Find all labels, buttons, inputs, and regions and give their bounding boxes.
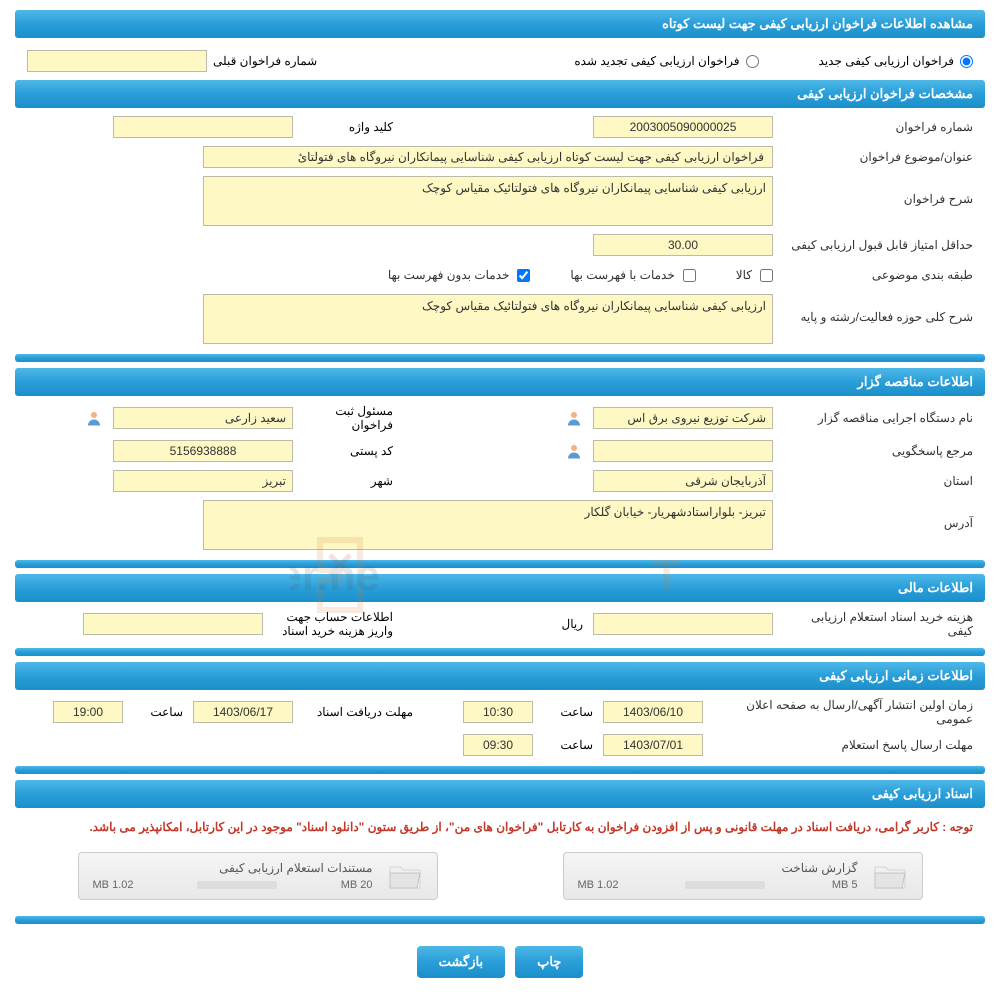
file2-max: 20 MB [341, 879, 373, 891]
file-row: گزارش شناخت 5 MB 1.02 MB مستندات استعلام… [15, 842, 985, 910]
withoutlist-checkbox[interactable] [517, 269, 530, 282]
city-label: شهر [303, 474, 433, 488]
receive-deadline-label: مهلت دریافت اسناد [303, 705, 413, 719]
print-button[interactable]: چاپ [515, 946, 583, 978]
exec-org-input[interactable] [593, 407, 773, 429]
call-number-input[interactable] [593, 116, 773, 138]
account-info-input[interactable] [83, 613, 263, 635]
account-info-label: اطلاعات حساب جهت واریز هزینه خرید اسناد [273, 610, 433, 638]
button-row: چاپ بازگشت [15, 930, 985, 994]
city-input[interactable] [113, 470, 293, 492]
file2-progress [197, 881, 277, 889]
file1-size: 1.02 MB [578, 879, 619, 891]
folder-icon [872, 861, 908, 891]
spacer-bar-3 [15, 648, 985, 656]
responder-input[interactable] [593, 440, 773, 462]
call-desc-label: شرح فراخوان [783, 176, 973, 206]
response-date-input[interactable] [603, 734, 703, 756]
reg-officer-input[interactable] [113, 407, 293, 429]
address-label: آدرس [783, 500, 973, 530]
spacer-bar-1 [15, 354, 985, 362]
file1-title: گزارش شناخت [578, 861, 858, 875]
folder-icon-2 [387, 861, 423, 891]
rial-label: ریال [561, 617, 583, 631]
withoutlist-checkbox-wrap[interactable]: خدمات بدون فهرست بها [388, 264, 531, 286]
back-button[interactable]: بازگشت [417, 946, 505, 978]
radio-new-label: فراخوان ارزیابی کیفی جدید [819, 54, 954, 68]
file2-title: مستندات استعلام ارزیابی کیفی [93, 861, 373, 875]
notice-text: توجه : کاربر گرامی، دریافت اسناد در مهلت… [15, 812, 985, 842]
withlist-checkbox-wrap[interactable]: خدمات با فهرست بها [570, 264, 695, 286]
min-score-label: حداقل امتیاز قابل قبول ارزیابی کیفی [783, 238, 973, 252]
file2-size: 1.02 MB [93, 879, 134, 891]
spacer-bar-5 [15, 916, 985, 924]
call-subject-input[interactable] [203, 146, 773, 168]
saat-label-2: ساعت [133, 705, 183, 719]
receive-time-input[interactable] [53, 701, 123, 723]
goods-label: کالا [736, 268, 752, 282]
goods-checkbox[interactable] [760, 269, 773, 282]
file-box-1[interactable]: گزارش شناخت 5 MB 1.02 MB [563, 852, 923, 900]
file-box-2[interactable]: مستندات استعلام ارزیابی کیفی 20 MB 1.02 … [78, 852, 438, 900]
first-pub-time-input[interactable] [463, 701, 533, 723]
responder-label: مرجع پاسخگویی [783, 444, 973, 458]
main-header: مشاهده اطلاعات فراخوان ارزیابی کیفی جهت … [15, 10, 985, 38]
radio-renewed-label: فراخوان ارزیابی کیفی تجدید شده [574, 54, 739, 68]
spacer-bar-4 [15, 766, 985, 774]
spacer-bar-2 [15, 560, 985, 568]
reg-officer-label: مسئول ثبت فراخوان [303, 404, 433, 432]
file1-progress [685, 881, 765, 889]
timing-header: اطلاعات زمانی ارزیابی کیفی [15, 662, 985, 690]
keyword-input[interactable] [113, 116, 293, 138]
category-label: طبقه بندی موضوعی [783, 268, 973, 282]
province-input[interactable] [593, 470, 773, 492]
user-icon-3 [565, 442, 583, 460]
response-time-input[interactable] [463, 734, 533, 756]
goods-checkbox-wrap[interactable]: کالا [736, 264, 773, 286]
saat-label-3: ساعت [543, 738, 593, 752]
radio-row: فراخوان ارزیابی کیفی جدید فراخوان ارزیاب… [15, 42, 985, 80]
min-score-input[interactable] [593, 234, 773, 256]
withlist-checkbox[interactable] [683, 269, 696, 282]
address-textarea[interactable] [203, 500, 773, 550]
radio-renewed-eval[interactable]: فراخوان ارزیابی کیفی تجدید شده [574, 54, 758, 68]
radio-renewed-input[interactable] [746, 55, 759, 68]
province-label: استان [783, 474, 973, 488]
docs-header: اسناد ارزیابی کیفی [15, 780, 985, 808]
prev-number-input[interactable] [27, 50, 207, 72]
withlist-label: خدمات با فهرست بها [570, 268, 674, 282]
receive-date-input[interactable] [193, 701, 293, 723]
call-number-label: شماره فراخوان [783, 120, 973, 134]
scope-desc-label: شرح کلی حوزه فعالیت/رشته و پایه [783, 294, 973, 324]
purchase-cost-input[interactable] [593, 613, 773, 635]
file1-max: 5 MB [832, 879, 858, 891]
user-icon [565, 409, 583, 427]
prev-number-label: شماره فراخوان قبلی [213, 54, 317, 68]
call-desc-textarea[interactable] [203, 176, 773, 226]
exec-org-label: نام دستگاه اجرایی مناقصه گزار [783, 411, 973, 425]
postal-label: کد پستی [303, 444, 433, 458]
first-pub-date-input[interactable] [603, 701, 703, 723]
radio-new-eval[interactable]: فراخوان ارزیابی کیفی جدید [819, 54, 973, 68]
financial-header: اطلاعات مالی [15, 574, 985, 602]
specs-header: مشخصات فراخوان ارزیابی کیفی [15, 80, 985, 108]
radio-new-input[interactable] [960, 55, 973, 68]
purchase-cost-label: هزینه خرید اسناد استعلام ارزیابی کیفی [783, 610, 973, 638]
withoutlist-label: خدمات بدون فهرست بها [388, 268, 510, 282]
call-subject-label: عنوان/موضوع فراخوان [783, 150, 973, 164]
postal-input[interactable] [113, 440, 293, 462]
scope-desc-textarea[interactable] [203, 294, 773, 344]
saat-label-1: ساعت [543, 705, 593, 719]
keyword-label: کلید واژه [303, 120, 433, 134]
response-deadline-label: مهلت ارسال پاسخ استعلام [713, 738, 973, 752]
user-icon-2 [85, 409, 103, 427]
tenderer-header: اطلاعات مناقصه گزار [15, 368, 985, 396]
first-pub-label: زمان اولین انتشار آگهی/ارسال به صفحه اعل… [713, 698, 973, 726]
